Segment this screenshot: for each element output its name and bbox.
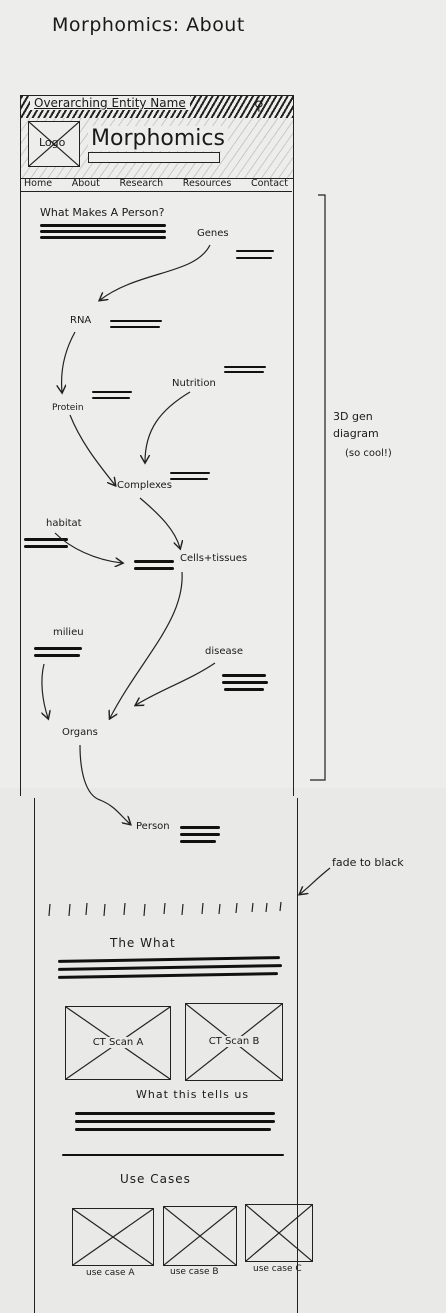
text-placeholder	[224, 371, 264, 373]
arrow-milieu-organs	[42, 663, 48, 718]
brand-title: Morphomics	[88, 126, 228, 151]
nav-resources[interactable]: Resources	[182, 178, 232, 189]
arrow-rna-protein	[62, 331, 76, 392]
placeholder-x-icon	[29, 122, 79, 166]
text-placeholder	[222, 674, 266, 677]
text-placeholder	[92, 397, 130, 399]
text-placeholder	[34, 654, 80, 657]
nav-about[interactable]: About	[71, 178, 100, 189]
node-disease: disease	[205, 646, 243, 657]
text-placeholder	[224, 366, 266, 368]
arrow-habitat-cells	[54, 532, 122, 563]
arrow-nutrition-complexes	[145, 391, 191, 462]
wireframe-frame-bottom	[34, 798, 298, 1313]
tells-text-line	[75, 1128, 271, 1131]
entity-name[interactable]: Overarching Entity Name	[30, 96, 190, 110]
placeholder-x-icon	[73, 1209, 153, 1265]
heading-text-line	[40, 224, 166, 227]
text-placeholder	[134, 567, 174, 570]
text-placeholder	[180, 840, 216, 843]
node-organs: Organs	[62, 727, 98, 738]
text-placeholder	[170, 478, 208, 480]
text-placeholder	[92, 391, 132, 393]
annotation-bracket	[310, 194, 326, 781]
flow-arrows	[0, 194, 331, 900]
text-placeholder	[24, 538, 68, 541]
logo-label: Logo	[39, 136, 66, 149]
use-case-b-image[interactable]	[163, 1206, 237, 1266]
tells-text-line	[75, 1112, 275, 1115]
logo[interactable]: Logo	[28, 121, 80, 167]
text-placeholder	[110, 326, 160, 328]
ct-scan-b[interactable]: CT Scan B	[185, 1003, 283, 1081]
text-placeholder	[134, 560, 174, 563]
arrow-protein-complexes	[69, 414, 115, 485]
node-genes: Genes	[197, 228, 229, 239]
node-nutrition: Nutrition	[172, 378, 216, 389]
text-placeholder	[224, 688, 264, 691]
nav-contact[interactable]: Contact	[251, 178, 288, 189]
annotation-fade: fade to black	[332, 856, 404, 869]
what-heading: The What	[110, 936, 176, 950]
annotation-diagram: diagram	[333, 427, 379, 440]
use-case-c-image[interactable]	[245, 1204, 313, 1262]
node-protein: Protein	[52, 403, 84, 413]
arrow-disease-organs	[136, 662, 216, 705]
heading-text-line	[40, 230, 166, 233]
section-divider	[62, 1154, 284, 1156]
node-habitat: habitat	[46, 518, 82, 529]
tagline-placeholder	[88, 152, 220, 163]
text-placeholder	[236, 250, 274, 252]
text-placeholder	[180, 833, 220, 836]
arrow-complexes-cells	[139, 497, 180, 548]
node-cells: Cells+tissues	[180, 553, 248, 564]
tells-text-line	[75, 1120, 275, 1123]
text-placeholder	[34, 647, 82, 650]
ct-scan-a[interactable]: CT Scan A	[65, 1006, 171, 1080]
node-milieu: milieu	[53, 627, 84, 638]
ct-scan-a-label: CT Scan A	[66, 1037, 170, 1048]
node-complexes: Complexes	[117, 480, 172, 491]
search-icon[interactable]: ⚲	[254, 99, 264, 114]
placeholder-x-icon	[246, 1205, 312, 1261]
tells-heading: What this tells us	[136, 1088, 250, 1101]
nav-home[interactable]: Home	[24, 178, 53, 189]
use-case-b-label: use case B	[170, 1267, 219, 1277]
arrow-organs-person	[79, 744, 130, 824]
text-placeholder	[222, 681, 268, 684]
ct-scan-b-label: CT Scan B	[186, 1036, 282, 1047]
text-placeholder	[110, 320, 162, 322]
text-placeholder	[180, 826, 220, 829]
heading-text-line	[40, 236, 166, 239]
annotation-so-cool: (so cool!)	[345, 448, 392, 459]
nav-research[interactable]: Research	[119, 178, 164, 189]
use-case-a-image[interactable]	[72, 1208, 154, 1266]
arrow-genes-rna	[100, 244, 211, 300]
hero-heading: What Makes A Person?	[40, 206, 165, 219]
text-placeholder	[170, 472, 210, 474]
use-case-c-label: use case C	[253, 1264, 302, 1274]
node-person: Person	[136, 821, 170, 832]
node-rna: RNA	[70, 315, 92, 326]
text-placeholder	[236, 257, 272, 259]
text-placeholder	[24, 545, 68, 548]
fade-arrow	[300, 867, 331, 894]
main-nav: Home About Research Resources Contact	[20, 178, 292, 192]
arrow-cells-organs	[110, 571, 183, 718]
use-case-a-label: use case A	[86, 1268, 135, 1278]
use-cases-heading: Use Cases	[120, 1172, 191, 1186]
annotation-3d: 3D gen	[333, 410, 373, 423]
fade-ticks	[48, 901, 282, 917]
placeholder-x-icon	[164, 1207, 236, 1265]
page-title: Morphomics: About	[52, 14, 245, 36]
